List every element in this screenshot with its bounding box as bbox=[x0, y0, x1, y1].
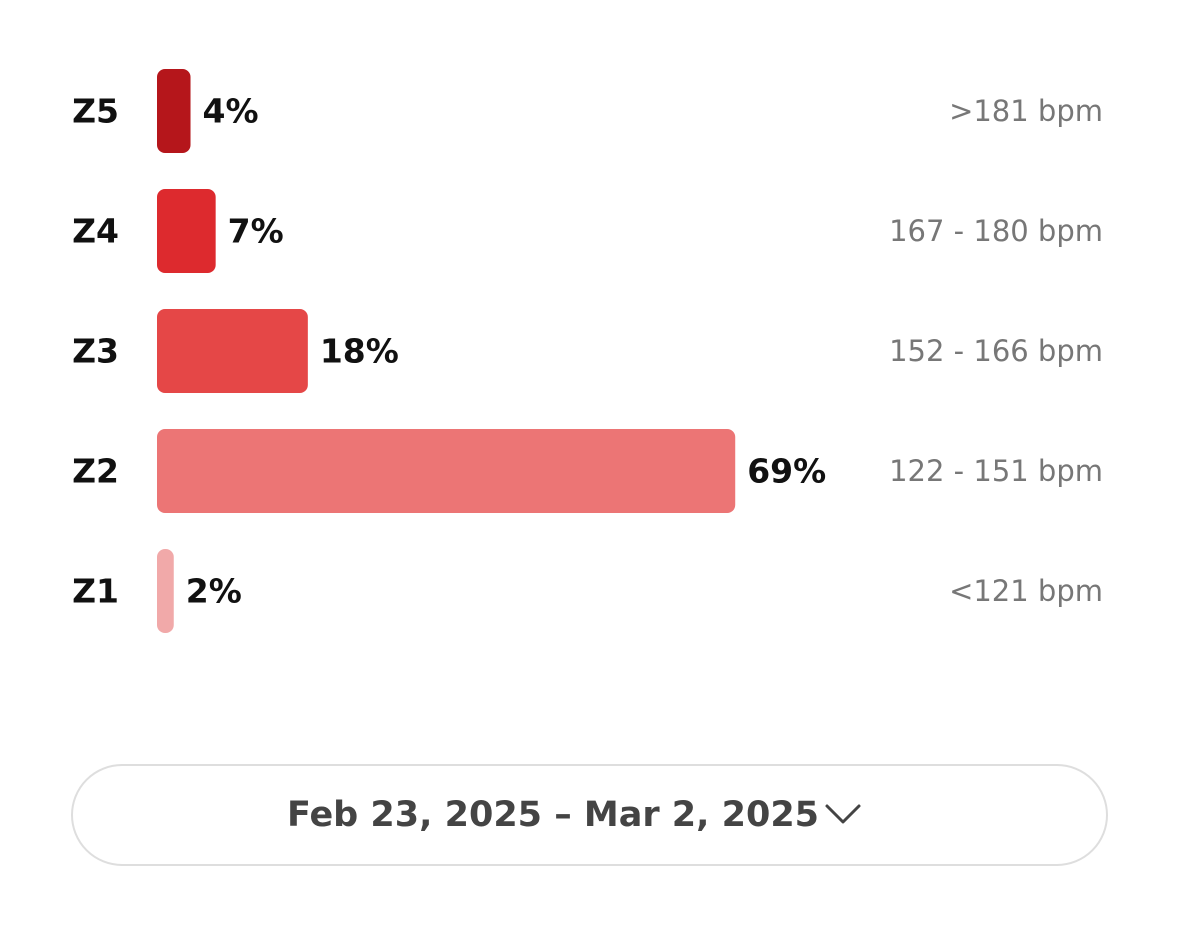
value-label: 18% bbox=[320, 332, 399, 371]
zone-range: 152 - 166 bpm bbox=[889, 334, 1103, 368]
bar bbox=[157, 309, 308, 393]
bar bbox=[157, 69, 191, 153]
bar bbox=[157, 549, 174, 633]
bar bbox=[157, 429, 736, 513]
zone-range: <121 bpm bbox=[949, 574, 1103, 608]
zone-label: Z1 bbox=[72, 572, 119, 611]
date-range-label[interactable]: Feb 23, 2025 – Mar 2, 2025 bbox=[287, 795, 819, 835]
chevron-icon[interactable] bbox=[825, 804, 861, 824]
bar bbox=[157, 189, 216, 273]
date-button[interactable]: Feb 23, 2025 – Mar 2, 2025 bbox=[71, 764, 1108, 866]
value-label: 69% bbox=[747, 452, 826, 491]
value-label: 7% bbox=[228, 212, 284, 251]
zone-range: >181 bpm bbox=[949, 94, 1103, 128]
zone-label: Z3 bbox=[72, 332, 119, 371]
zone-label: Z2 bbox=[72, 452, 119, 491]
zone-range: 167 - 180 bpm bbox=[889, 214, 1103, 248]
zone-range: 122 - 151 bpm bbox=[889, 454, 1103, 488]
value-label: 2% bbox=[186, 572, 242, 611]
value-label: 4% bbox=[203, 92, 259, 131]
zone-label: Z4 bbox=[72, 212, 119, 251]
date-button-frame[interactable] bbox=[71, 764, 1108, 866]
zone-label: Z5 bbox=[72, 92, 119, 131]
